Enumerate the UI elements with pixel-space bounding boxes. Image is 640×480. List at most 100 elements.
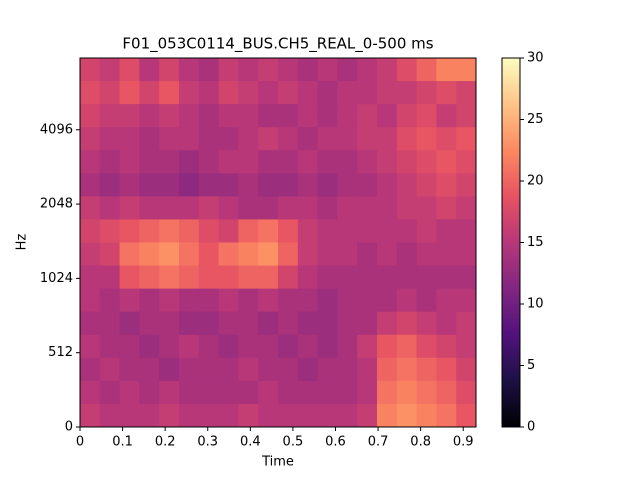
y-axis-label: Hz [15, 234, 30, 251]
heatmap-cell [278, 265, 299, 290]
heatmap-cell [198, 104, 220, 128]
heatmap-cell [218, 265, 239, 290]
heatmap-cell [297, 288, 319, 313]
heatmap-cell [317, 196, 338, 220]
heatmap-cell [139, 81, 160, 105]
heatmap-cell [337, 104, 358, 128]
heatmap-cell [218, 380, 239, 405]
heatmap-cell [119, 127, 140, 151]
heatmap-cell [377, 150, 398, 174]
heatmap-cell [198, 150, 220, 174]
heatmap-cell [396, 380, 418, 405]
heatmap-cell [218, 357, 239, 382]
heatmap-cell [317, 288, 338, 313]
heatmap-cell [436, 403, 457, 428]
heatmap-cell [99, 196, 121, 220]
colorbar-tick-label: 5 [527, 358, 535, 373]
heatmap-cell [337, 150, 358, 174]
heatmap-cell [198, 196, 220, 220]
heatmap-cell [119, 380, 140, 405]
heatmap-cell [198, 403, 220, 428]
heatmap-cell [198, 357, 220, 382]
heatmap-cell [456, 403, 477, 428]
heatmap-cell [357, 104, 378, 128]
heatmap-cell [377, 196, 398, 220]
heatmap-cell [278, 403, 299, 428]
heatmap-cell [218, 334, 239, 359]
heatmap-cell [297, 311, 319, 336]
heatmap-cell [198, 265, 220, 290]
heatmap-cell [258, 380, 279, 405]
heatmap-cell [119, 173, 140, 197]
heatmap-cell [179, 357, 200, 382]
heatmap-cell [179, 219, 200, 243]
heatmap-cell [159, 265, 180, 290]
heatmap-cell [258, 150, 279, 174]
heatmap-cell [456, 58, 477, 82]
heatmap-cell [396, 58, 418, 82]
heatmap-cell [337, 380, 358, 405]
heatmap-cell [119, 219, 140, 243]
heatmap-cell [139, 265, 160, 290]
heatmap-cell [80, 288, 101, 313]
heatmap-cell [238, 403, 259, 428]
heatmap-cell [218, 81, 239, 105]
heatmap-cell [436, 380, 457, 405]
heatmap-cell [416, 196, 437, 220]
heatmap-cell [99, 380, 121, 405]
y-tick-label: 4096 [40, 122, 73, 137]
heatmap-cell [456, 265, 477, 290]
heatmap-cell [357, 380, 378, 405]
heatmap-cell [139, 150, 160, 174]
heatmap-cell [80, 173, 101, 197]
heatmap-cell [119, 150, 140, 174]
heatmap-cell [357, 219, 378, 243]
heatmap-cell [139, 58, 160, 82]
heatmap-cell [297, 219, 319, 243]
heatmap-cell [377, 58, 398, 82]
heatmap-cell [297, 242, 319, 267]
heatmap-cell [357, 311, 378, 336]
heatmap-cell [317, 265, 338, 290]
heatmap-cell [119, 357, 140, 382]
heatmap-cell [179, 104, 200, 128]
heatmap-cell [456, 288, 477, 313]
heatmap-cell [278, 380, 299, 405]
heatmap-cell [99, 357, 121, 382]
heatmap-cell [80, 242, 101, 267]
heatmap-cell [416, 81, 437, 105]
heatmap-cell [238, 288, 259, 313]
heatmap-cell [159, 242, 180, 267]
heatmap-cell [317, 403, 338, 428]
heatmap-cell [139, 173, 160, 197]
heatmap-cell [99, 311, 121, 336]
heatmap-cell [238, 150, 259, 174]
y-tick-label: 0 [65, 420, 73, 435]
heatmap-cell [119, 242, 140, 267]
heatmap-cell [317, 380, 338, 405]
heatmap-cell [357, 288, 378, 313]
heatmap-cell [317, 104, 338, 128]
heatmap-cell [278, 334, 299, 359]
heatmap-cell [396, 173, 418, 197]
heatmap-cell [159, 127, 180, 151]
heatmap-cell [317, 311, 338, 336]
heatmap-cell [416, 242, 437, 267]
heatmap-cell [218, 196, 239, 220]
heatmap-cell [278, 357, 299, 382]
colorbar-tick-label: 25 [527, 112, 544, 127]
heatmap-cell [416, 357, 437, 382]
heatmap-cell [119, 403, 140, 428]
heatmap-cell [278, 196, 299, 220]
heatmap-cell [436, 288, 457, 313]
heatmap-cell [80, 58, 101, 82]
heatmap-cell [99, 265, 121, 290]
heatmap-cell [238, 380, 259, 405]
heatmap-cell [377, 219, 398, 243]
heatmap-cell [297, 150, 319, 174]
heatmap-cell [337, 219, 358, 243]
heatmap-cell [119, 196, 140, 220]
heatmap-cell [80, 150, 101, 174]
heatmap-cell [416, 403, 437, 428]
heatmap-cell [396, 104, 418, 128]
